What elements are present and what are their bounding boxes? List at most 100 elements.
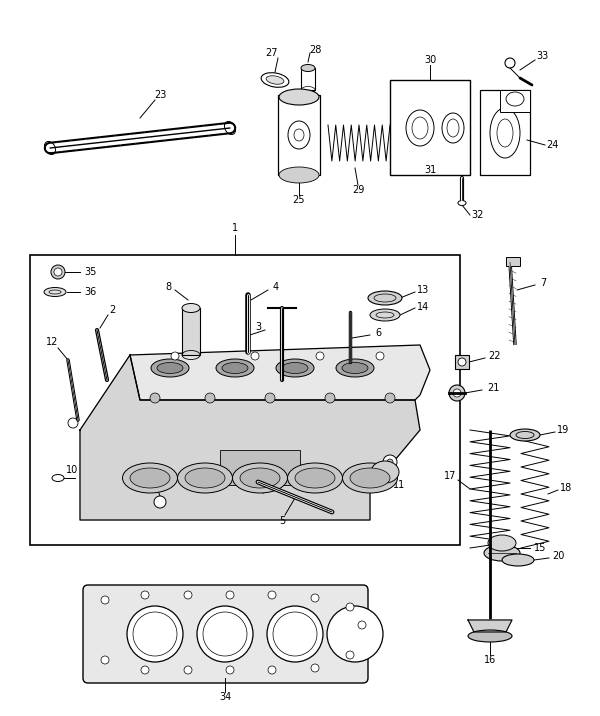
Text: 34: 34: [219, 692, 231, 702]
Bar: [500, 90, 530, 112]
Ellipse shape: [182, 304, 200, 312]
Bar: [182, 308, 200, 355]
Ellipse shape: [510, 429, 540, 441]
Circle shape: [184, 666, 192, 674]
Text: 18: 18: [560, 483, 572, 493]
Text: 15: 15: [534, 543, 546, 553]
Circle shape: [141, 666, 149, 674]
Text: 7: 7: [540, 278, 546, 288]
Polygon shape: [80, 355, 420, 520]
Circle shape: [387, 459, 393, 465]
Ellipse shape: [130, 468, 170, 488]
Circle shape: [268, 666, 276, 674]
Circle shape: [385, 393, 395, 403]
Circle shape: [316, 352, 324, 360]
Circle shape: [197, 606, 253, 662]
Ellipse shape: [240, 468, 280, 488]
Circle shape: [311, 664, 319, 672]
Ellipse shape: [282, 362, 308, 374]
Text: 28: 28: [309, 45, 321, 55]
Text: 31: 31: [424, 165, 436, 175]
Circle shape: [251, 352, 259, 360]
Ellipse shape: [350, 468, 390, 488]
Ellipse shape: [44, 288, 66, 296]
Ellipse shape: [232, 463, 287, 493]
Polygon shape: [130, 345, 430, 400]
Bar: [30, 255, 460, 545]
Ellipse shape: [279, 89, 319, 105]
Circle shape: [127, 606, 183, 662]
Text: 21: 21: [487, 383, 499, 393]
Ellipse shape: [151, 359, 189, 377]
Circle shape: [150, 393, 160, 403]
Ellipse shape: [371, 461, 399, 483]
Text: 25: 25: [293, 195, 305, 205]
Circle shape: [205, 393, 215, 403]
Text: 13: 13: [417, 285, 429, 295]
Circle shape: [376, 352, 384, 360]
Text: 22: 22: [489, 351, 501, 361]
Text: 4: 4: [273, 282, 279, 292]
Circle shape: [101, 656, 109, 664]
Circle shape: [267, 606, 323, 662]
Ellipse shape: [52, 475, 64, 481]
Ellipse shape: [370, 309, 400, 321]
Ellipse shape: [222, 362, 248, 374]
Ellipse shape: [216, 359, 254, 377]
Text: 16: 16: [484, 655, 496, 665]
Text: 3: 3: [255, 322, 261, 332]
Bar: [220, 450, 300, 485]
Text: 32: 32: [472, 210, 484, 220]
Ellipse shape: [368, 291, 402, 305]
Text: 24: 24: [546, 140, 558, 150]
Circle shape: [68, 418, 78, 428]
Ellipse shape: [458, 200, 466, 205]
Text: 2: 2: [109, 305, 115, 315]
Text: 36: 36: [84, 287, 96, 297]
FancyBboxPatch shape: [83, 585, 368, 683]
Ellipse shape: [276, 359, 314, 377]
Text: 17: 17: [444, 471, 456, 481]
Ellipse shape: [178, 463, 233, 493]
Text: 14: 14: [417, 302, 429, 312]
Bar: [390, 80, 470, 175]
Circle shape: [449, 385, 465, 401]
Text: 12: 12: [46, 337, 58, 347]
Ellipse shape: [502, 554, 534, 566]
Polygon shape: [468, 620, 512, 632]
Bar: [506, 257, 520, 266]
Bar: [301, 68, 315, 90]
Circle shape: [171, 352, 179, 360]
Ellipse shape: [122, 463, 178, 493]
Circle shape: [184, 591, 192, 599]
Circle shape: [265, 393, 275, 403]
Circle shape: [154, 496, 166, 508]
Text: 10: 10: [66, 465, 78, 475]
Circle shape: [346, 651, 354, 659]
Circle shape: [54, 268, 62, 276]
Circle shape: [383, 455, 397, 469]
Circle shape: [226, 591, 234, 599]
Text: 9: 9: [149, 473, 155, 483]
Ellipse shape: [266, 76, 284, 84]
Ellipse shape: [484, 545, 520, 561]
Ellipse shape: [342, 362, 368, 374]
Ellipse shape: [279, 167, 319, 183]
Text: 6: 6: [375, 328, 381, 338]
Circle shape: [325, 393, 335, 403]
Text: 5: 5: [279, 516, 285, 526]
Text: 35: 35: [84, 267, 96, 277]
Text: 30: 30: [424, 55, 436, 65]
Circle shape: [226, 666, 234, 674]
Ellipse shape: [468, 630, 512, 642]
Ellipse shape: [185, 468, 225, 488]
Ellipse shape: [488, 535, 516, 551]
Text: 1: 1: [232, 223, 238, 233]
Ellipse shape: [295, 468, 335, 488]
Circle shape: [327, 606, 383, 662]
Circle shape: [453, 389, 461, 397]
Bar: [278, 95, 320, 175]
Text: 11: 11: [393, 480, 405, 490]
Text: 20: 20: [552, 551, 564, 561]
Text: 29: 29: [352, 185, 364, 195]
